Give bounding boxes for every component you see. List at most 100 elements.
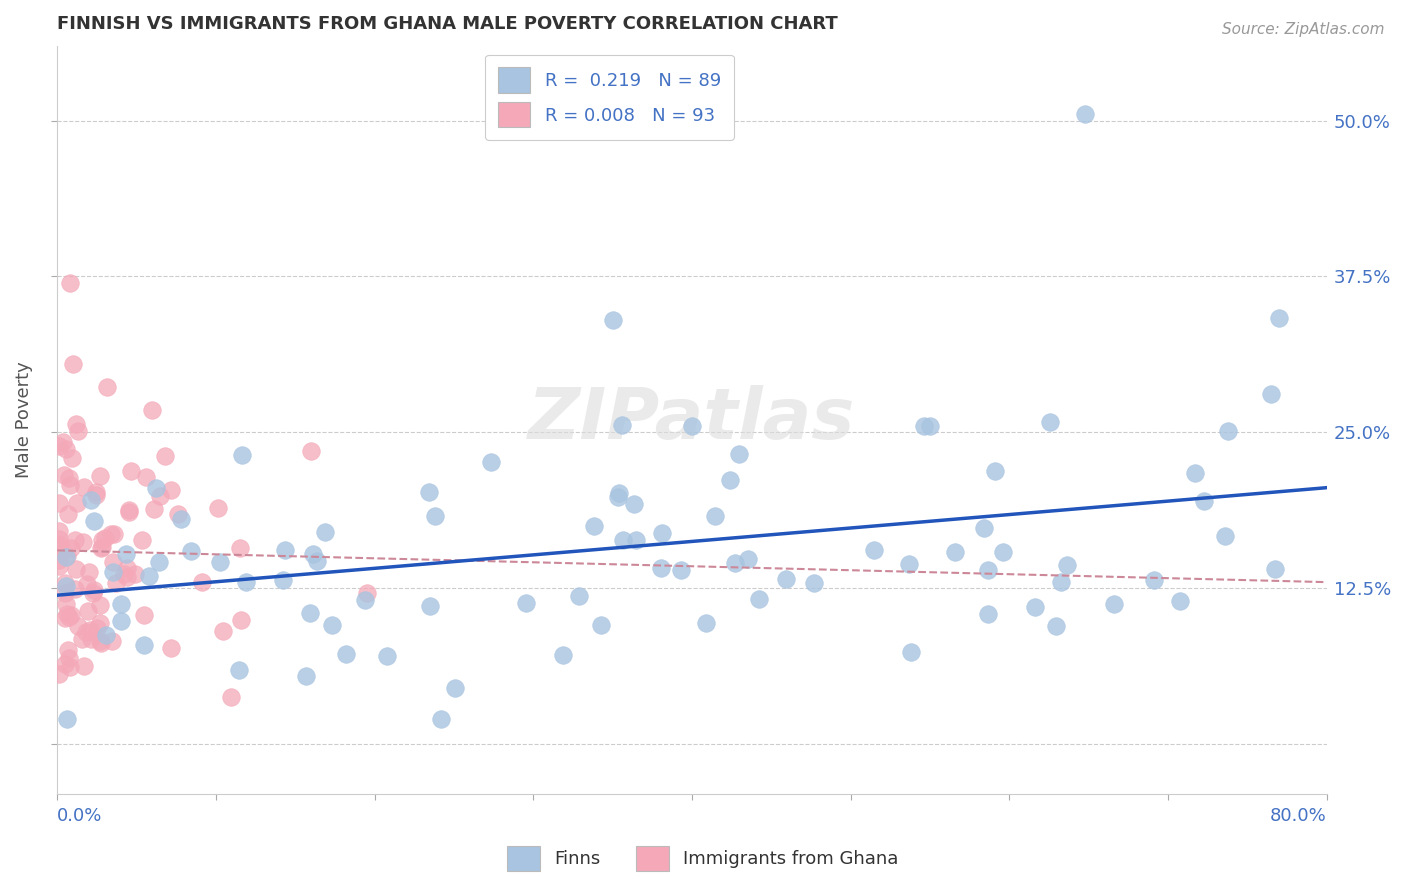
Point [141, 402, 163, 417]
Point [159, 640, 181, 655]
Point [1102, 597, 1125, 611]
Point [1216, 424, 1239, 438]
Point [191, 574, 214, 589]
Point [993, 545, 1015, 559]
Point [82, 586, 104, 600]
Point [48, 541, 70, 555]
Point [100, 634, 122, 648]
Point [53, 576, 76, 591]
Point [105, 576, 128, 591]
Point [650, 561, 672, 575]
Point [59, 276, 82, 290]
Point [984, 464, 1007, 478]
Point [612, 533, 634, 547]
Point [1268, 311, 1291, 326]
Point [76, 577, 98, 591]
Point [235, 574, 257, 589]
Point [80, 492, 103, 507]
Y-axis label: Male Poverty: Male Poverty [15, 361, 32, 478]
Point [1074, 107, 1097, 121]
Point [271, 574, 294, 588]
Text: FINNISH VS IMMIGRANTS FROM GHANA MALE POVERTY CORRELATION CHART: FINNISH VS IMMIGRANTS FROM GHANA MALE PO… [58, 15, 838, 33]
Point [84, 485, 107, 500]
Point [55, 586, 77, 600]
Point [299, 606, 322, 620]
Point [681, 419, 703, 434]
Point [977, 563, 1000, 577]
Point [737, 551, 759, 566]
Point [623, 496, 645, 510]
Point [863, 543, 886, 558]
Point [84, 487, 107, 501]
Point [91, 540, 114, 554]
Point [418, 485, 440, 500]
Point [55, 597, 77, 611]
Point [425, 509, 447, 524]
Point [90, 636, 112, 650]
Point [912, 419, 935, 434]
Point [58, 643, 80, 657]
Point [58, 610, 80, 624]
Text: ZIPatlas: ZIPatlas [529, 385, 856, 454]
Point [58, 507, 80, 521]
Point [58, 477, 80, 491]
Point [48, 496, 70, 510]
Point [314, 524, 336, 539]
Point [356, 586, 378, 600]
Point [89, 633, 111, 648]
Point [273, 542, 295, 557]
Point [132, 638, 155, 652]
Point [115, 561, 138, 575]
Point [63, 582, 86, 597]
Point [728, 447, 751, 461]
Point [229, 614, 252, 628]
Point [918, 419, 941, 434]
Point [1184, 466, 1206, 480]
Point [91, 533, 114, 547]
Point [79, 623, 101, 637]
Point [335, 647, 357, 661]
Point [1024, 599, 1046, 614]
Point [299, 444, 322, 458]
Legend: R =  0.219   N = 89, R = 0.008   N = 93: R = 0.219 N = 89, R = 0.008 N = 93 [485, 54, 734, 140]
Point [231, 448, 253, 462]
Point [55, 549, 77, 564]
Point [101, 555, 124, 569]
Point [1039, 415, 1062, 429]
Point [145, 481, 167, 495]
Point [1143, 574, 1166, 588]
Point [52, 434, 75, 449]
Point [167, 507, 190, 521]
Point [724, 557, 747, 571]
Point [295, 669, 318, 683]
Legend: Finns, Immigrants from Ghana: Finns, Immigrants from Ghana [501, 838, 905, 879]
Point [479, 455, 502, 469]
Point [48, 667, 70, 681]
Point [48, 558, 70, 573]
Point [1260, 386, 1282, 401]
Point [669, 563, 692, 577]
Point [65, 562, 87, 576]
Point [79, 566, 101, 580]
Point [703, 508, 725, 523]
Point [118, 505, 141, 519]
Point [943, 545, 966, 559]
Point [58, 650, 80, 665]
Point [48, 524, 70, 538]
Point [589, 618, 612, 632]
Point [59, 607, 82, 622]
Point [100, 526, 122, 541]
Point [305, 554, 328, 568]
Point [159, 483, 181, 497]
Point [180, 544, 202, 558]
Point [115, 570, 138, 584]
Point [89, 615, 111, 630]
Point [90, 541, 112, 555]
Point [66, 496, 89, 510]
Point [73, 659, 96, 673]
Point [55, 442, 77, 457]
Point [900, 645, 922, 659]
Point [48, 538, 70, 552]
Text: 0.0%: 0.0% [58, 806, 103, 824]
Text: Source: ZipAtlas.com: Source: ZipAtlas.com [1222, 22, 1385, 37]
